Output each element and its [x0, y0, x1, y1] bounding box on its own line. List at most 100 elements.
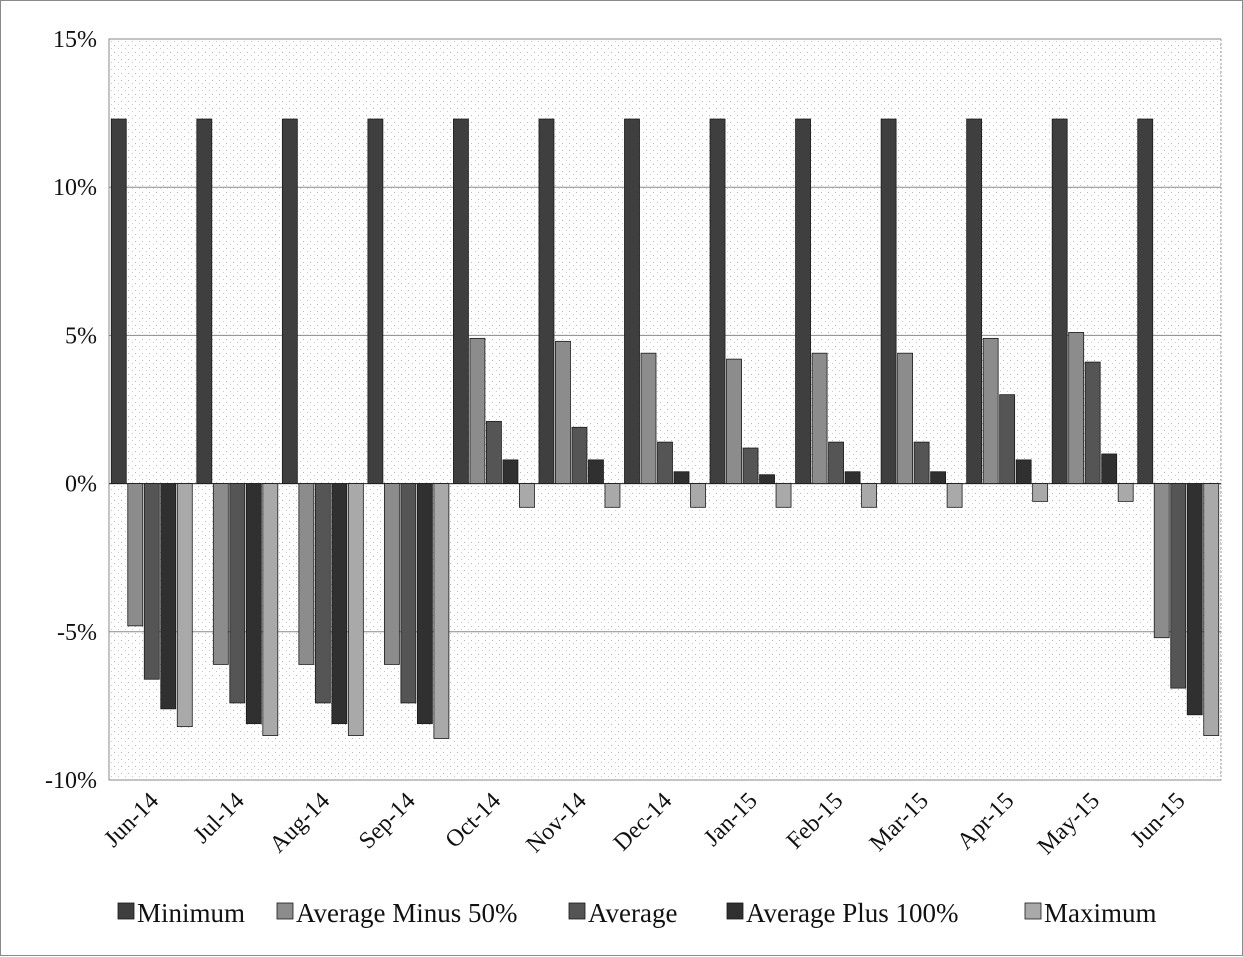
bar-minimum-jun-14	[110, 118, 127, 484]
bar-average-jul-14	[229, 483, 246, 704]
bar-average-plus-100--nov-14	[588, 459, 604, 485]
bar-minimum-apr-15	[966, 118, 983, 484]
bar-minimum-dec-14	[624, 118, 640, 484]
bar-maximum-sep-14	[433, 483, 450, 739]
bar-average-minus-50--jun-14	[127, 483, 144, 627]
bar-average-may-15	[1084, 361, 1101, 484]
bar-maximum-aug-14	[347, 483, 364, 736]
legend-swatch	[276, 902, 294, 920]
x-tick-label: Mar-15	[865, 788, 934, 857]
bar-minimum-jun-15	[1137, 118, 1154, 484]
bar-maximum-mar-15	[946, 483, 963, 508]
legend: Minimum Average Minus 50% Average Average P…	[117, 898, 1157, 928]
y-tick-label: 10%	[53, 175, 97, 201]
y-tick-label: 5%	[65, 323, 97, 349]
bar-maximum-jun-15	[1203, 483, 1220, 736]
gridlines	[109, 38, 1221, 781]
x-tick-label: Jun-14	[99, 788, 164, 853]
x-tick-label: Jan-15	[699, 788, 763, 852]
legend-label: Minimum	[137, 898, 245, 928]
legend-swatch	[1024, 902, 1042, 920]
y-tick-label: 0%	[65, 472, 97, 498]
bar-minimum-sep-14	[367, 118, 384, 484]
bar-minimum-jan-15	[709, 118, 726, 484]
x-tick-label: Aug-14	[265, 788, 335, 858]
bar-minimum-mar-15	[880, 118, 897, 484]
bar-average-minus-50--mar-15	[897, 352, 914, 484]
bar-minimum-feb-15	[795, 118, 811, 484]
x-tick-label: May-15	[1033, 788, 1105, 860]
bar-minimum-nov-14	[538, 118, 555, 484]
bar-average-plus-100--dec-14	[673, 471, 690, 484]
x-tick-label: Sep-14	[354, 788, 420, 854]
bar-maximum-dec-14	[690, 483, 706, 508]
bar-average-plus-100--jan-15	[759, 474, 775, 485]
bar-average-plus-100--jun-14	[160, 483, 177, 710]
y-tick-label: -10%	[45, 768, 97, 794]
bars	[110, 118, 1220, 739]
bar-average-minus-50--dec-14	[640, 352, 657, 484]
bar-maximum-may-15	[1117, 483, 1134, 502]
y-tick-label: 15%	[53, 27, 97, 53]
bar-average-minus-50--jun-15	[1153, 483, 1170, 639]
bar-average-minus-50--oct-14	[469, 337, 486, 485]
bar-average-plus-100--apr-15	[1015, 459, 1032, 485]
legend-label: Average Minus 50%	[296, 898, 517, 928]
bar-average-plus-100--mar-15	[930, 471, 947, 484]
bar-average-jan-15	[742, 447, 759, 485]
legend-label: Average	[588, 898, 677, 928]
bar-average-apr-15	[999, 394, 1016, 484]
bar-average-plus-100--jun-15	[1186, 483, 1203, 716]
legend-swatch	[117, 902, 135, 920]
bar-average-dec-14	[657, 441, 673, 485]
bar-average-plus-100--may-15	[1101, 453, 1118, 484]
bar-average-sep-14	[400, 483, 417, 704]
bar-average-nov-14	[571, 426, 588, 484]
x-tick-label: Oct-14	[441, 788, 507, 854]
bar-average-plus-100--feb-15	[844, 471, 861, 484]
bar-minimum-jul-14	[196, 118, 213, 484]
bar-average-oct-14	[486, 420, 502, 484]
bar-average-mar-15	[913, 441, 930, 485]
bar-average-minus-50--apr-15	[982, 337, 999, 485]
x-tick-label: Nov-14	[521, 788, 591, 858]
bar-average-plus-100--sep-14	[416, 483, 433, 725]
bar-average-plus-100--jul-14	[245, 483, 262, 725]
bar-average-jun-15	[1170, 483, 1187, 689]
bar-average-minus-50--jan-15	[726, 358, 742, 484]
bar-maximum-apr-15	[1032, 483, 1049, 502]
bar-maximum-oct-14	[519, 483, 535, 508]
x-tick-label: Feb-15	[782, 788, 848, 854]
x-axis: Jun-14 Jul-14 Aug-14 Sep-14 Oct-14 Nov-14 Dec-…	[99, 788, 1190, 860]
bar-minimum-may-15	[1051, 118, 1068, 484]
bar-average-minus-50--aug-14	[298, 483, 315, 665]
bar-average-feb-15	[828, 441, 844, 485]
bar-average-plus-100--oct-14	[502, 459, 519, 485]
bar-average-plus-100--aug-14	[331, 483, 348, 725]
bar-maximum-jul-14	[262, 483, 279, 736]
bar-average-minus-50--sep-14	[383, 483, 400, 665]
bar-average-aug-14	[314, 483, 331, 704]
bar-maximum-jan-15	[775, 483, 792, 508]
x-tick-label: Dec-14	[609, 788, 677, 856]
x-tick-label: Jun-15	[1126, 788, 1191, 853]
legend-swatch	[568, 902, 586, 920]
bar-maximum-feb-15	[861, 483, 877, 508]
bar-average-minus-50--feb-15	[811, 352, 828, 484]
bar-average-minus-50--nov-14	[555, 340, 571, 485]
legend-label: Average Plus 100%	[746, 898, 958, 928]
bar-minimum-oct-14	[453, 118, 469, 484]
x-tick-label: Jul-14	[189, 788, 250, 849]
legend-label: Maximum	[1044, 898, 1157, 928]
bar-minimum-aug-14	[281, 118, 298, 484]
bar-maximum-jun-14	[176, 483, 193, 728]
bar-average-minus-50--may-15	[1068, 332, 1085, 485]
x-tick-label: Apr-15	[952, 788, 1019, 855]
bar-average-jun-14	[143, 483, 160, 680]
bar-maximum-nov-14	[604, 483, 621, 508]
legend-swatch	[726, 902, 744, 920]
y-tick-label: -5%	[57, 620, 97, 646]
bar-average-minus-50--jul-14	[212, 483, 229, 665]
